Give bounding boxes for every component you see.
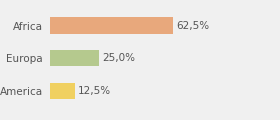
Bar <box>50 17 173 34</box>
Text: 12,5%: 12,5% <box>78 86 111 96</box>
Text: 62,5%: 62,5% <box>176 21 209 31</box>
Text: 25,0%: 25,0% <box>102 53 135 63</box>
Bar <box>50 50 99 66</box>
Bar <box>50 83 75 99</box>
